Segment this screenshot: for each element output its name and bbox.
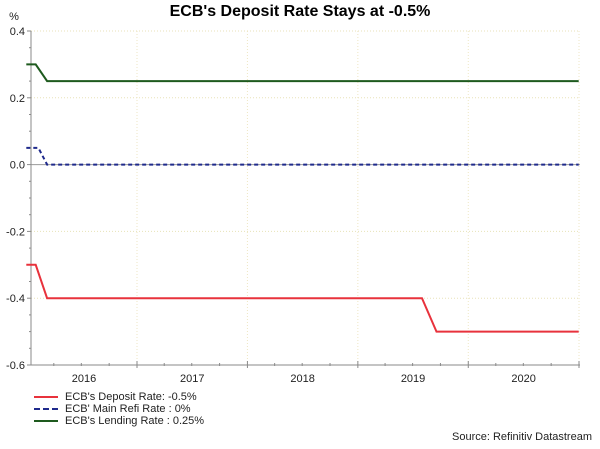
legend-swatch-lending-rate [34, 420, 58, 422]
y-tick-label: 0.2 [10, 93, 25, 105]
x-tick-label: 2018 [290, 373, 314, 385]
source-note: Source: Refinitiv Datastream [452, 431, 592, 443]
legend-swatch-main-refi-rate [34, 408, 58, 410]
legend-label-deposit-rate: ECB's Deposit Rate: -0.5% [65, 391, 197, 403]
legend-label-main-refi-rate: ECB' Main Refi Rate : 0% [65, 403, 191, 415]
y-tick-label: -0.2 [6, 226, 25, 238]
x-tick-label: 2017 [180, 373, 204, 385]
chart-title: ECB's Deposit Rate Stays at -0.5% [169, 3, 431, 20]
legend-item-main-refi-rate: ECB' Main Refi Rate : 0% [34, 403, 204, 415]
y-tick-label: -0.6 [6, 360, 25, 372]
legend-label-lending-rate: ECB's Lending Rate : 0.25% [65, 415, 205, 427]
series-line-deposit-rate [26, 263, 579, 333]
legend-item-lending-rate: ECB's Lending Rate : 0.25% [34, 415, 204, 427]
legend-item-deposit-rate: ECB's Deposit Rate: -0.5% [34, 391, 204, 403]
x-tick-label: 2019 [401, 373, 425, 385]
x-tick-label: 2020 [511, 373, 535, 385]
y-tick-label: 0.4 [10, 26, 25, 38]
series-line-lending-rate [26, 63, 579, 83]
y-axis-unit-label: % [9, 11, 19, 23]
chart-legend: ECB's Deposit Rate: -0.5% ECB' Main Refi… [34, 391, 204, 427]
x-tick-label: 2016 [72, 373, 96, 385]
series-line-main-refi-rate [26, 146, 579, 166]
y-tick-label: 0.0 [10, 160, 25, 172]
y-tick-label: -0.4 [6, 293, 25, 305]
legend-swatch-deposit-rate [34, 396, 58, 398]
